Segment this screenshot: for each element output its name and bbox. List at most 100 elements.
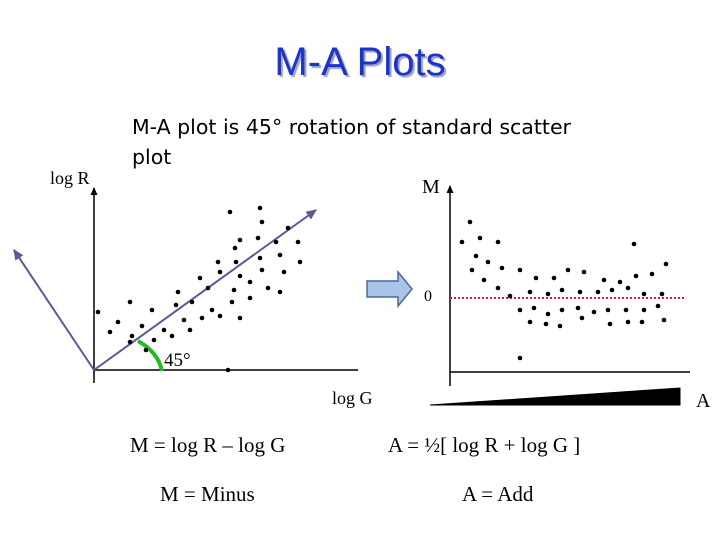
left-scatter-dot [259, 219, 265, 225]
left-scatter-dot [175, 289, 181, 295]
a-meaning: A = Add [462, 482, 534, 506]
left-scatter-dot [161, 327, 167, 333]
left-scatter-dot [265, 285, 271, 291]
right-scatter-dot [545, 291, 551, 297]
left-scatter-dot [231, 287, 237, 293]
right-scatter-dot [625, 285, 631, 291]
m-meaning: M = Minus [160, 482, 255, 506]
right-scatter-dot [473, 253, 479, 259]
right-scatter-dot [557, 323, 563, 329]
left-scatter-dot [233, 259, 239, 265]
right-scatter-dot [625, 319, 631, 325]
a-formula: A = ½[ log R + log G ] [388, 433, 581, 457]
right-scatter-dot [605, 307, 611, 313]
right-scatter-dot [659, 291, 665, 297]
left-scatter-dot [255, 235, 261, 241]
left-scatter-dot [173, 302, 179, 308]
left-scatter-dot [127, 339, 133, 345]
left-scatter-dot [237, 315, 243, 321]
right-scatter-dot [641, 307, 647, 313]
left-scatter-dot [197, 275, 203, 281]
right-scatter-dot [481, 277, 487, 283]
left-scatter-dot [143, 347, 149, 353]
m-formula: M = log R – log G [130, 433, 286, 457]
right-scatter-dot [467, 219, 473, 225]
left-scatter-dot [95, 309, 101, 315]
left-scatter-dot [273, 239, 279, 245]
right-scatter-dot [655, 303, 661, 309]
right-scatter-dot [559, 287, 565, 293]
left-scatter-dot [209, 307, 215, 313]
right-scatter-dot [495, 285, 501, 291]
right-scatter-dot [507, 293, 513, 299]
left-scatter-dot [232, 245, 238, 251]
left-y-label: log R [50, 168, 90, 188]
left-scatter-dot [259, 267, 265, 273]
right-scatter-dot [543, 321, 549, 327]
rotated-axis-left [13, 249, 95, 371]
right-scatter-dot [495, 239, 501, 245]
right-scatter-dot [601, 277, 607, 283]
right-scatter-dot [609, 287, 615, 293]
right-scatter-dot [527, 289, 533, 295]
right-scatter-dot [641, 291, 647, 297]
right-y-label: M [422, 176, 440, 198]
a-magnitude-wedge [429, 387, 681, 406]
left-scatter-dot [237, 237, 243, 243]
left-scatter-dot [139, 323, 145, 329]
right-scatter-dot [575, 305, 581, 311]
right-scatter-dot [663, 261, 669, 267]
left-x-label: log G [332, 388, 373, 408]
right-scatter-dot [591, 309, 597, 315]
right-scatter-dot [551, 275, 557, 281]
angle-arc [137, 339, 164, 372]
left-scatter-dot [237, 273, 243, 279]
left-scatter-dot [127, 299, 133, 305]
rotated-axis-diagonal [93, 209, 317, 371]
right-scatter-dot [459, 239, 465, 245]
left-scatter-dot [225, 367, 231, 373]
left-scatter-dot [227, 209, 233, 215]
right-scatter-dot [517, 307, 523, 313]
left-scatter-dot [217, 313, 223, 319]
left-scatter-dot [295, 239, 301, 245]
right-scatter-dot [499, 265, 505, 271]
left-scatter-dot [247, 279, 253, 285]
right-scatter-dot [617, 279, 623, 285]
right-scatter-dot [633, 273, 639, 279]
left-scatter-dot [181, 317, 187, 323]
right-scatter-dot [517, 267, 523, 273]
right-scatter-dot [533, 275, 539, 281]
slide-subtitle: M-A plot is 45° rotation of standard sca… [132, 115, 571, 169]
left-scatter-dot [297, 259, 303, 265]
left-scatter-dot [107, 329, 113, 335]
right-scatter-dot [477, 235, 483, 241]
left-scatter [95, 205, 303, 373]
right-scatter-dot [485, 259, 491, 265]
left-scatter-dot [277, 252, 283, 258]
right-scatter-dot [607, 321, 613, 327]
right-x-label: A [696, 390, 711, 412]
left-scatter-dot [115, 319, 121, 325]
right-scatter-dot [559, 307, 565, 313]
right-scatter-dot [545, 311, 551, 317]
left-scatter-dot [217, 269, 223, 275]
left-scatter-dot [257, 255, 263, 261]
left-scatter-dot [215, 259, 221, 265]
left-scatter-dot [257, 205, 263, 211]
left-scatter-dot [229, 299, 235, 305]
transition-arrow [366, 269, 413, 309]
left-scatter-dot [149, 307, 155, 313]
left-scatter-dot [187, 327, 193, 333]
angle-label: 45° [164, 350, 191, 371]
left-scatter-dot [151, 337, 157, 343]
slide-title: M-A Plots [274, 40, 446, 84]
right-scatter-dot [639, 319, 645, 325]
left-scatter-dot [129, 333, 135, 339]
left-scatter-dot [189, 299, 195, 305]
right-scatter-dot [631, 241, 637, 247]
left-scatter-dot [277, 289, 283, 295]
right-scatter-dot [469, 267, 475, 273]
right-scatter-dot [527, 319, 533, 325]
